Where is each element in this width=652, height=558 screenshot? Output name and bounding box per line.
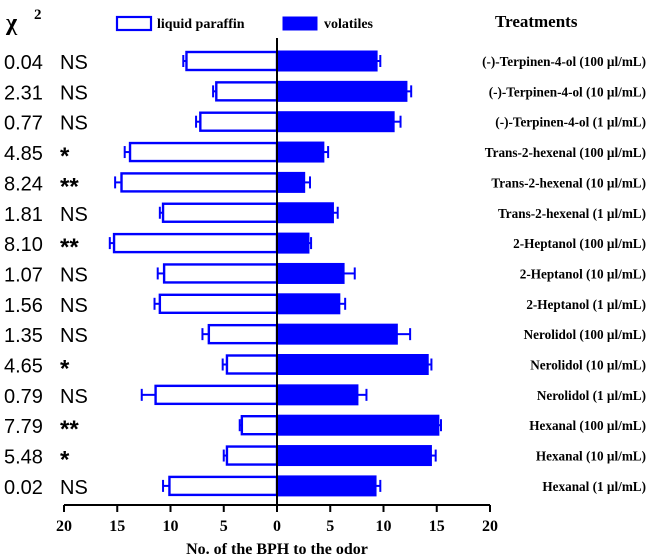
chi-square-value: 1.81: [4, 204, 43, 226]
x-tick-label: 20: [482, 518, 498, 535]
chi-square-value: 0.04: [4, 52, 43, 74]
bar-volatiles: [276, 171, 306, 193]
legend-label-volatiles: volatiles: [324, 17, 374, 32]
significance-mark: *: [60, 356, 70, 383]
treatment-label: Nerolidol (100 µl/mL): [524, 327, 646, 342]
significance-mark: **: [60, 173, 79, 200]
chi-square-value: 7.79: [4, 416, 43, 438]
liquid-paraffin-series: [108, 50, 279, 497]
treatment-label: Hexanal (1 µl/mL): [542, 479, 646, 494]
significance-mark: NS: [60, 264, 88, 286]
x-tick-label: 5: [220, 518, 228, 535]
x-tick-label: 10: [163, 518, 179, 535]
x-tick-label: 10: [376, 518, 392, 535]
chi-square-value: 1.07: [4, 264, 43, 286]
treatment-label: (-)-Terpinen-4-ol (1 µl/mL): [495, 115, 646, 130]
significance-mark: NS: [60, 477, 88, 499]
chi-square-value: 4.65: [4, 356, 43, 378]
significance-mark: *: [60, 447, 70, 474]
treatment-label: Nerolidol (10 µl/mL): [530, 358, 646, 373]
chi-square-value: 2.31: [4, 82, 43, 104]
bar-volatiles: [276, 384, 359, 406]
chi-square-value: 8.24: [4, 173, 43, 195]
bar-liquid-paraffin: [161, 202, 279, 223]
bar-liquid-paraffin: [215, 81, 279, 102]
significance-mark: NS: [60, 52, 88, 74]
bar-volatiles: [276, 414, 440, 436]
treatment-label: (-)-Terpinen-4-ol (100 µl/mL): [482, 54, 646, 69]
bar-liquid-paraffin: [225, 354, 279, 375]
chi-square-value: 1.56: [4, 295, 43, 317]
chi-square-value: 0.02: [4, 477, 43, 499]
treatment-label: Hexanal (10 µl/mL): [536, 449, 646, 464]
treatment-label: Trans-2-hexenal (100 µl/mL): [485, 145, 646, 160]
bar-liquid-paraffin: [162, 263, 279, 284]
significance-mark: NS: [60, 204, 88, 226]
significance-mark: NS: [60, 325, 88, 347]
x-tick-label: 20: [56, 518, 72, 535]
bar-volatiles: [276, 202, 334, 224]
legend-label-liquid-paraffin: liquid paraffin: [157, 17, 245, 32]
legend-swatch-volatiles: [282, 16, 318, 31]
treatment-label: 2-Heptanol (10 µl/mL): [520, 266, 646, 281]
chart-header: χ 2 Treatments: [5, 7, 578, 36]
chi-square-value: 1.35: [4, 325, 43, 347]
treatment-label: Nerolidol (1 µl/mL): [537, 388, 646, 403]
bar-volatiles: [276, 111, 395, 133]
treatment-label: 2-Heptanol (1 µl/mL): [526, 297, 646, 312]
bar-liquid-paraffin: [154, 384, 279, 406]
chi-square-header: χ: [5, 10, 18, 36]
significance-mark: *: [60, 143, 70, 170]
x-axis-label: No. of the BPH to the odor: [186, 541, 368, 558]
bar-liquid-paraffin: [207, 323, 279, 345]
treatment-label: Trans-2-hexenal (1 µl/mL): [498, 206, 646, 221]
bar-volatiles: [276, 475, 377, 497]
bar-volatiles: [276, 445, 432, 467]
bar-liquid-paraffin: [120, 172, 279, 193]
bar-volatiles: [276, 141, 325, 163]
chi-square-value: 5.48: [4, 447, 43, 469]
treatment-label: (-)-Terpinen-4-ol (10 µl/mL): [489, 84, 646, 99]
significance-mark: NS: [60, 295, 88, 317]
bar-volatiles: [276, 293, 341, 315]
bar-volatiles: [276, 232, 310, 254]
chi-square-value: 0.79: [4, 386, 43, 408]
x-axis: 20 15 10 5 0 5 10 15 20 No. of the BPH to the odo…: [56, 38, 498, 558]
row-labels: 0.04 NS (-)-Terpinen-4-ol (100 µl/mL) 2.31 N…: [4, 52, 646, 499]
bar-liquid-paraffin: [168, 475, 279, 497]
significance-mark: NS: [60, 386, 88, 408]
bar-liquid-paraffin: [185, 50, 279, 72]
treatments-header: Treatments: [495, 12, 578, 31]
bar-liquid-paraffin: [112, 232, 279, 254]
significance-mark: NS: [60, 82, 88, 104]
significance-mark: **: [60, 416, 79, 443]
volatiles-series: [276, 50, 443, 497]
treatment-label: Hexanal (100 µl/mL): [529, 418, 646, 433]
bar-liquid-paraffin: [158, 293, 279, 314]
x-tick-label: 0: [273, 518, 281, 535]
chi-square-value: 0.77: [4, 113, 43, 135]
significance-mark: NS: [60, 113, 88, 135]
treatment-label: 2-Heptanol (100 µl/mL): [513, 236, 646, 251]
bar-liquid-paraffin: [240, 415, 279, 436]
bar-liquid-paraffin: [128, 141, 279, 163]
bar-volatiles: [276, 262, 345, 284]
x-tick-label: 15: [109, 518, 125, 535]
bar-volatiles: [276, 354, 429, 375]
chi-square-value: 4.85: [4, 143, 43, 165]
bar-volatiles: [276, 80, 408, 102]
treatment-label: Trans-2-hexenal (10 µl/mL): [491, 175, 646, 190]
significance-mark: **: [60, 234, 79, 261]
bar-liquid-paraffin: [225, 445, 279, 466]
chi-square-superscript: 2: [34, 7, 42, 23]
x-tick-label: 15: [429, 518, 445, 535]
legend: liquid paraffin volatiles: [115, 15, 374, 32]
bar-volatiles: [276, 323, 398, 345]
bar-volatiles: [276, 50, 378, 72]
chi-square-value: 8.10: [4, 234, 43, 256]
legend-swatch-liquid-paraffin: [115, 15, 153, 32]
x-tick-label: 5: [326, 518, 334, 535]
bar-liquid-paraffin: [199, 111, 279, 132]
